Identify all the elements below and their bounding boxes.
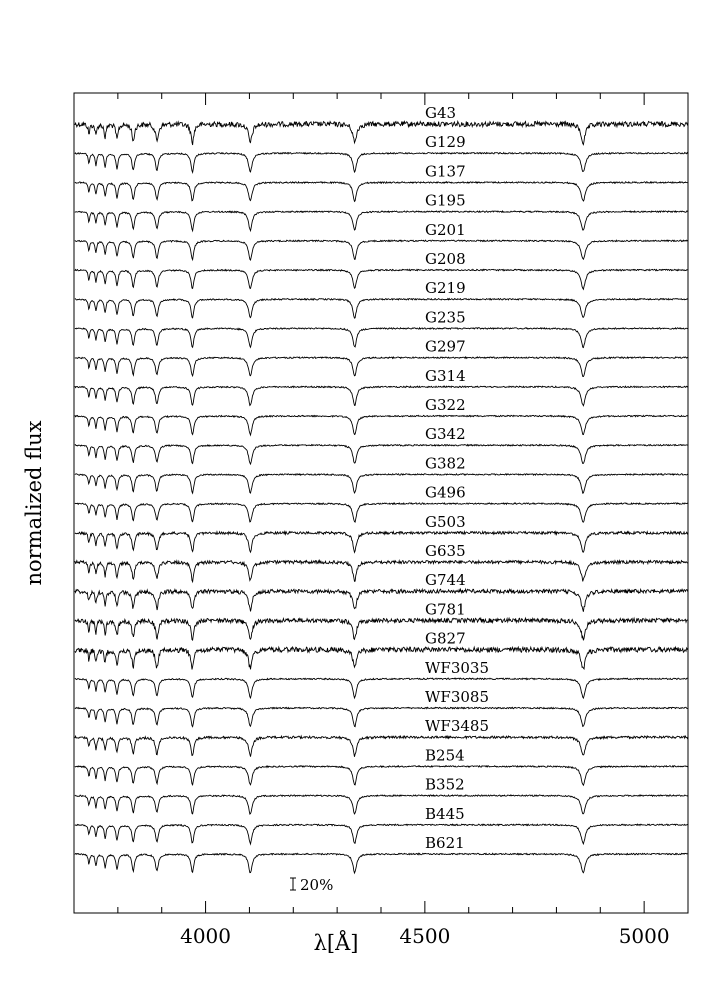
spectrum-line-g235 (74, 326, 689, 349)
spectrum-line-g635 (74, 558, 689, 584)
spectrum-label: G208 (425, 250, 466, 268)
spectrum-line-g195 (74, 210, 689, 233)
x-axis-ticks: 4000 4500 5000 (73, 93, 689, 948)
spectrum-label: G635 (425, 542, 466, 560)
spectrum-label: G297 (425, 338, 466, 356)
spectrum-line-g137 (74, 180, 689, 203)
spectrum-label: WF3035 (425, 659, 489, 677)
spectrum-line-g496 (74, 502, 689, 523)
spectrum-line-g314 (74, 385, 689, 407)
spectrum-label: G195 (425, 192, 466, 210)
spectrum-line-g208 (74, 268, 689, 291)
scale-bar-label: 20% (300, 876, 333, 894)
spectrum-label: G201 (425, 221, 466, 239)
spectrum-label: G322 (425, 396, 466, 414)
spectrum-label: B254 (425, 746, 465, 764)
spectrum-label: G342 (425, 425, 466, 443)
plot-frame (73, 92, 689, 914)
spectrum-label: G219 (425, 279, 466, 297)
spectrum-label: G137 (425, 162, 466, 180)
scale-bar: 20% (290, 876, 333, 894)
spectrum-label: WF3085 (425, 688, 489, 706)
spectrum-line-g219 (74, 297, 689, 319)
spectrum-label: G503 (425, 513, 466, 531)
spectrum-label: WF3485 (425, 717, 489, 735)
spectrum-line-g827 (74, 645, 689, 671)
spectrum-label: B621 (425, 834, 465, 852)
spectrum-line-wf3085 (74, 706, 689, 728)
spectrum-label: G235 (425, 308, 466, 326)
spectrum-label: G43 (425, 104, 456, 122)
spectrum-label: G827 (425, 630, 466, 648)
spectrum-line-b621 (74, 852, 689, 875)
spectrum-line-b254 (74, 764, 689, 787)
spectrum-label: G781 (425, 600, 466, 618)
spectrum-label: G382 (425, 454, 466, 472)
spectrum-line-g382 (74, 472, 689, 495)
spectrum-line-b445 (74, 823, 689, 846)
spectrum-label: G129 (425, 133, 466, 151)
spectrum-labels: G43 G129 G137 G195 G201 G208 G219 G235 G297 G314 G… (425, 104, 489, 852)
spectrum-line-g744 (74, 587, 689, 612)
spectrum-line-g342 (74, 443, 689, 466)
spectrum-line-wf3035 (74, 677, 689, 700)
spectrum-line-g43 (74, 119, 689, 146)
spectrum-line-g129 (74, 151, 689, 174)
spectrum-line-g201 (74, 239, 689, 262)
spectrum-label: G744 (425, 571, 466, 589)
spectrum-line-g503 (74, 529, 689, 554)
spectrum-line-g297 (74, 355, 689, 378)
spectrum-label: B352 (425, 776, 465, 794)
x-axis-title: λ[Å] (314, 930, 359, 955)
y-axis-title: normalized flux (22, 420, 46, 585)
spectrum-line-b352 (74, 794, 689, 815)
spectrum-label: G314 (425, 367, 466, 385)
spectra-group (74, 119, 689, 875)
spectrum-line-wf3485 (74, 734, 689, 757)
spectrum-label: G496 (425, 484, 466, 502)
spectrum-label: B445 (425, 805, 465, 823)
spectrum-line-g781 (74, 616, 689, 642)
x-tick-label: 4000 (180, 924, 231, 948)
spectrum-line-g322 (74, 414, 689, 437)
x-tick-label: 5000 (619, 924, 670, 948)
x-tick-label: 4500 (399, 924, 450, 948)
